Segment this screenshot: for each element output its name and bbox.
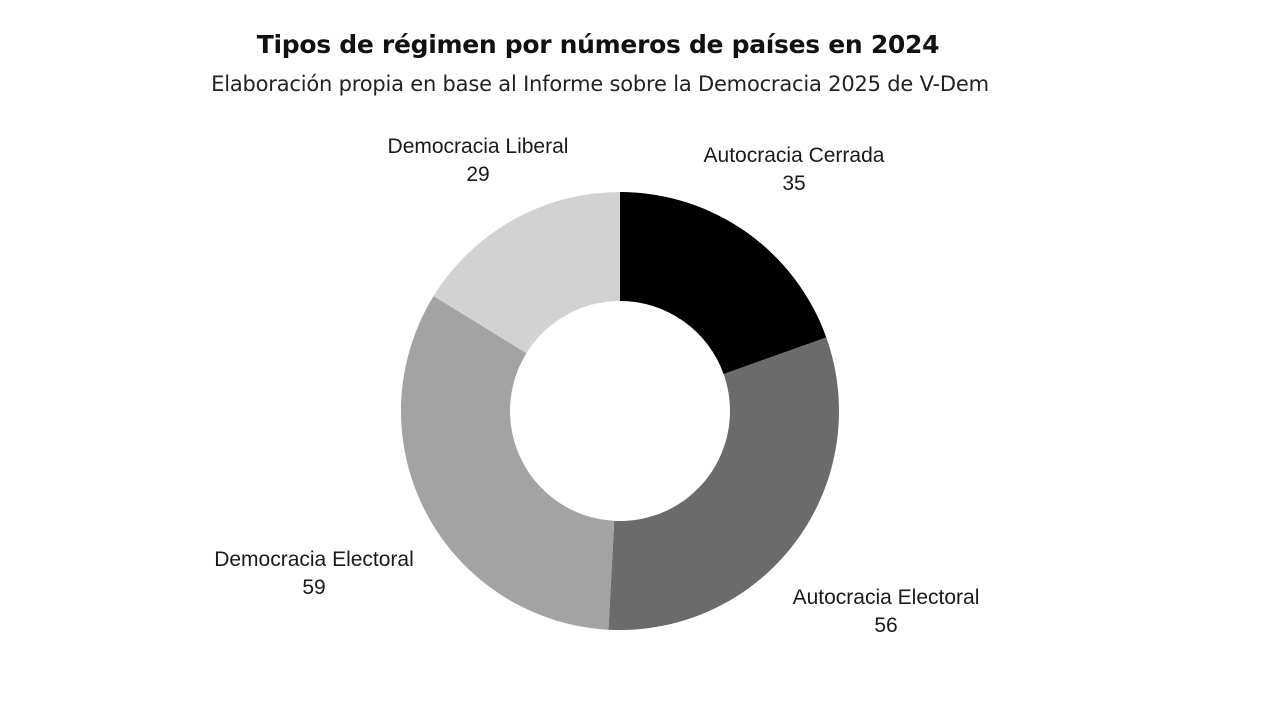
chart-subtitle: Elaboración propia en base al Informe so… (211, 72, 989, 96)
slice-democracia-electoral (401, 295, 615, 630)
slice-democracia-liberal (433, 192, 620, 354)
slice-label: Autocracia Electoral (793, 586, 980, 609)
chart-title: Tipos de régimen por números de países e… (256, 30, 940, 59)
slice-label: Democracia Liberal (388, 135, 569, 158)
slice-value-label: 35 (782, 172, 805, 195)
slice-value-label: 29 (466, 163, 489, 186)
slice-value-label: 59 (302, 576, 325, 599)
slice-label: Autocracia Cerrada (704, 144, 885, 167)
slice-value-label: 56 (874, 614, 897, 637)
slice-autocracia-cerrada (620, 192, 827, 375)
slice-autocracia-electoral (608, 337, 840, 631)
slice-label: Democracia Electoral (214, 548, 414, 571)
